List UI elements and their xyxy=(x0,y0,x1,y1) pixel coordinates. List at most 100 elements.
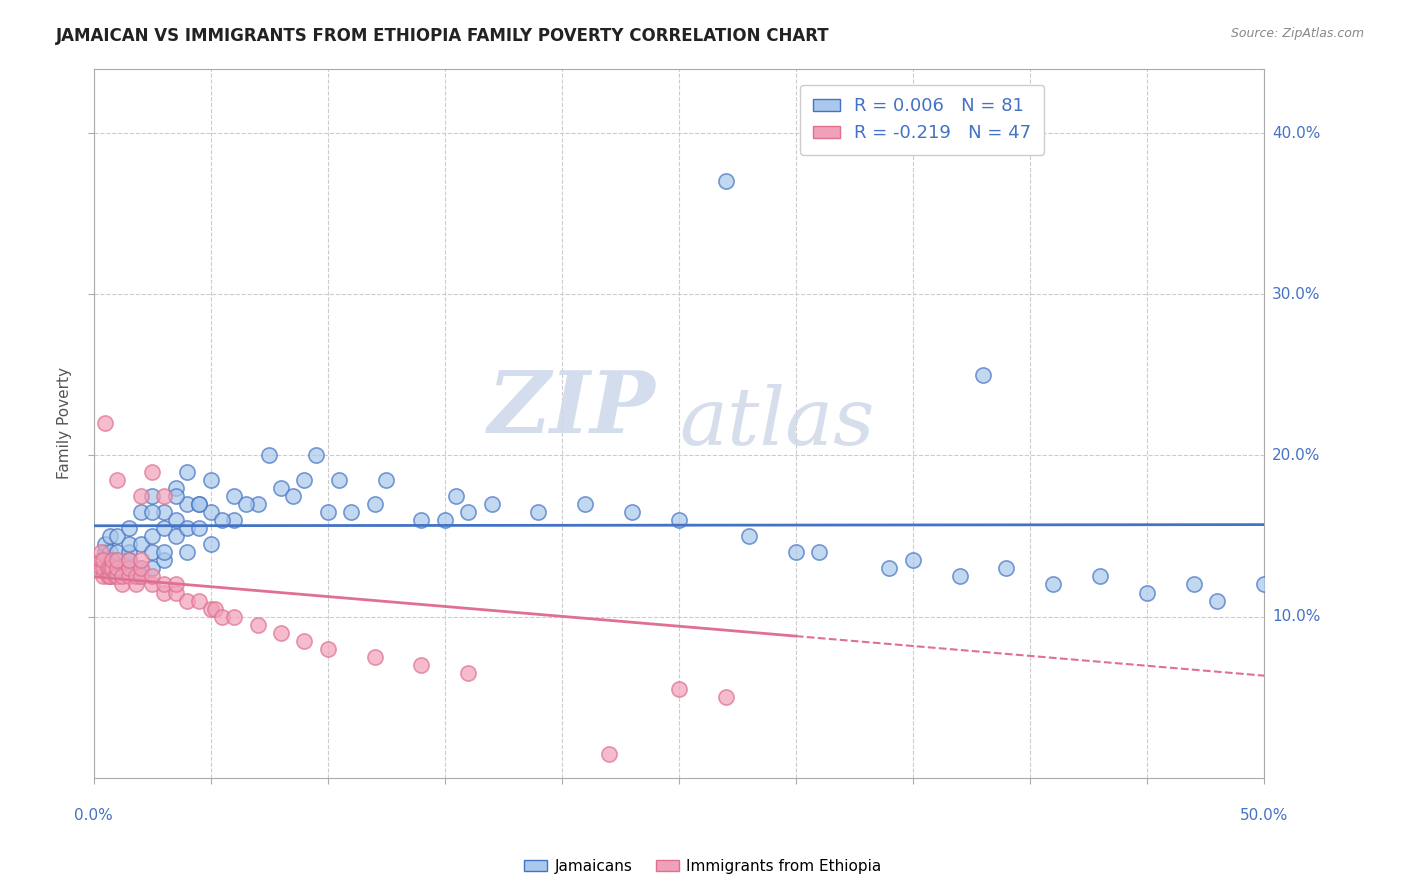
Point xyxy=(118,537,141,551)
Point xyxy=(188,593,211,607)
Text: ZIP: ZIP xyxy=(488,368,655,450)
Point xyxy=(363,497,385,511)
Point xyxy=(211,513,233,527)
Point xyxy=(481,497,503,511)
Point xyxy=(105,569,128,583)
Point xyxy=(94,537,117,551)
Point xyxy=(270,625,292,640)
Point xyxy=(246,617,269,632)
Point xyxy=(808,545,831,559)
Point xyxy=(118,521,141,535)
Point xyxy=(91,553,114,567)
Point xyxy=(316,505,339,519)
Point xyxy=(118,569,141,583)
Point xyxy=(995,561,1018,575)
Point xyxy=(176,545,198,559)
Point xyxy=(105,561,128,575)
Point xyxy=(129,489,152,503)
Point xyxy=(292,473,315,487)
Point xyxy=(129,561,152,575)
Point xyxy=(141,489,163,503)
Point xyxy=(118,553,141,567)
Point xyxy=(111,577,134,591)
Point xyxy=(457,505,479,519)
Point xyxy=(375,473,398,487)
Point xyxy=(176,497,198,511)
Point xyxy=(1182,577,1205,591)
Point xyxy=(316,642,339,657)
Point xyxy=(1253,577,1275,591)
Point xyxy=(292,633,315,648)
Point xyxy=(94,545,117,559)
Point xyxy=(165,577,187,591)
Point xyxy=(111,569,134,583)
Point xyxy=(224,609,246,624)
Point xyxy=(98,569,121,583)
Point xyxy=(668,513,690,527)
Point xyxy=(714,690,737,705)
Point xyxy=(224,489,246,503)
Point xyxy=(153,505,176,519)
Text: 0.0%: 0.0% xyxy=(75,808,112,823)
Point xyxy=(97,569,120,583)
Point xyxy=(91,569,114,583)
Point xyxy=(165,489,187,503)
Point xyxy=(90,553,112,567)
Point xyxy=(1042,577,1064,591)
Legend: Jamaicans, Immigrants from Ethiopia: Jamaicans, Immigrants from Ethiopia xyxy=(519,853,887,880)
Point xyxy=(446,489,468,503)
Point xyxy=(188,497,211,511)
Point xyxy=(118,545,141,559)
Point xyxy=(118,561,141,575)
Point xyxy=(457,666,479,681)
Point xyxy=(105,529,128,543)
Point xyxy=(141,561,163,575)
Point xyxy=(129,569,152,583)
Point xyxy=(125,577,148,591)
Point xyxy=(211,609,233,624)
Point xyxy=(129,537,152,551)
Text: 50.0%: 50.0% xyxy=(1240,808,1288,823)
Point xyxy=(363,650,385,665)
Text: 40.0%: 40.0% xyxy=(1272,126,1320,141)
Point xyxy=(620,505,643,519)
Point xyxy=(153,577,176,591)
Point xyxy=(105,569,128,583)
Point xyxy=(141,465,163,479)
Point xyxy=(328,473,350,487)
Point xyxy=(165,513,187,527)
Point xyxy=(305,449,328,463)
Point xyxy=(714,174,737,188)
Point xyxy=(235,497,257,511)
Point xyxy=(101,561,124,575)
Point xyxy=(129,505,152,519)
Point xyxy=(411,513,433,527)
Point xyxy=(98,561,121,575)
Legend: R = 0.006   N = 81, R = -0.219   N = 47: R = 0.006 N = 81, R = -0.219 N = 47 xyxy=(800,85,1045,155)
Point xyxy=(165,481,187,495)
Point xyxy=(598,747,620,761)
Point xyxy=(879,561,901,575)
Point xyxy=(90,561,112,575)
Point xyxy=(101,553,124,567)
Text: atlas: atlas xyxy=(679,384,875,462)
Point xyxy=(200,505,222,519)
Point xyxy=(105,553,128,567)
Point xyxy=(118,553,141,567)
Point xyxy=(1136,585,1159,599)
Point xyxy=(98,569,121,583)
Point xyxy=(105,561,128,575)
Point xyxy=(141,577,163,591)
Point xyxy=(176,521,198,535)
Text: 20.0%: 20.0% xyxy=(1272,448,1320,463)
Point xyxy=(105,545,128,559)
Point xyxy=(118,561,141,575)
Point xyxy=(281,489,304,503)
Point xyxy=(1206,593,1229,607)
Point xyxy=(200,537,222,551)
Point xyxy=(90,545,112,559)
Point xyxy=(141,529,163,543)
Point xyxy=(188,497,211,511)
Point xyxy=(738,529,761,543)
Point xyxy=(153,521,176,535)
